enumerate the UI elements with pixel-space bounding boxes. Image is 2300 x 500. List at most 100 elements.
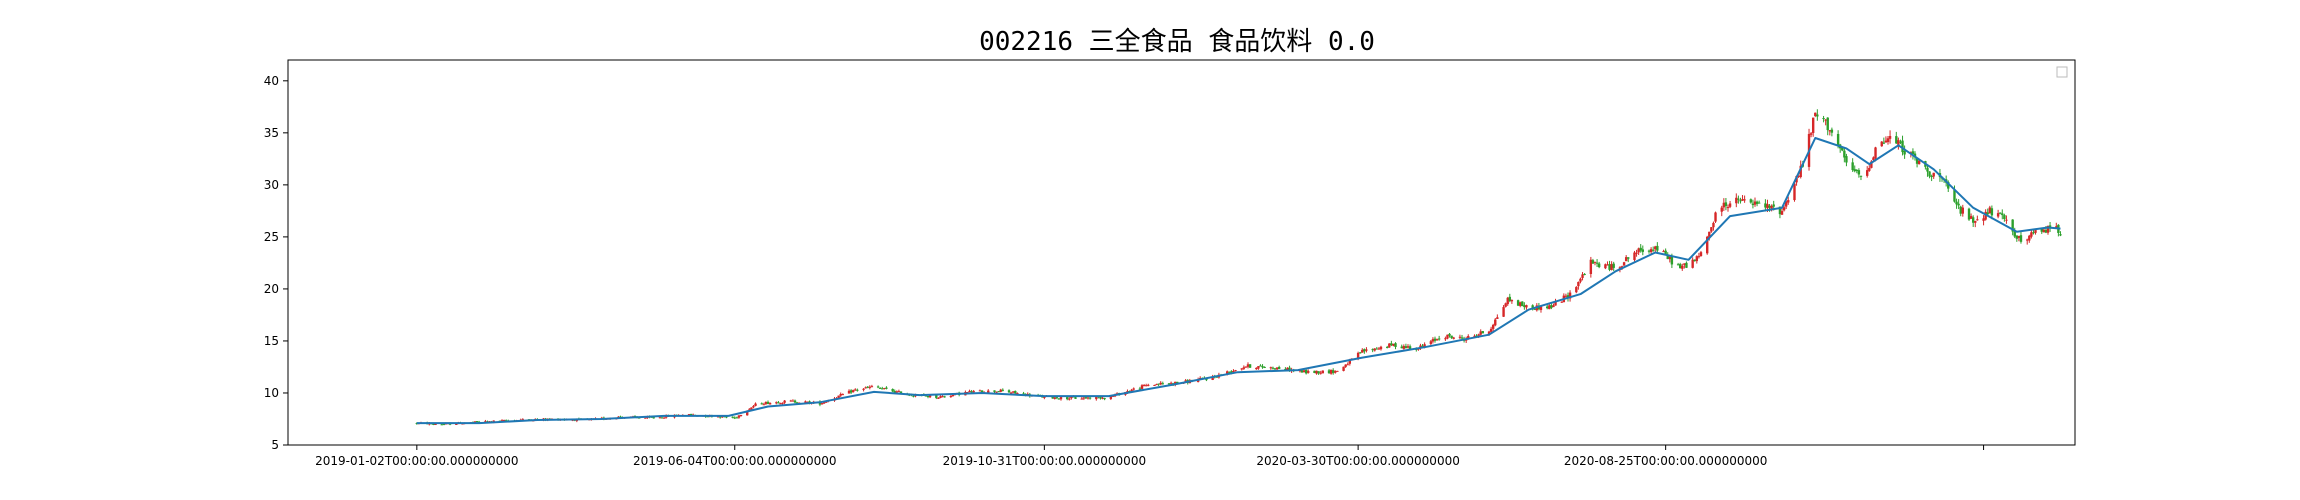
- candle-body: [841, 394, 845, 396]
- candle-body: [995, 391, 998, 393]
- candle-body: [1140, 385, 1144, 389]
- candle-body: [739, 415, 743, 417]
- candle-body: [1402, 346, 1406, 349]
- plot-area: 5 10 15 20 25 30 35 40 2019-01-02T00:00:00.0000…: [264, 59, 2076, 468]
- candle-body: [1624, 257, 1628, 262]
- candle-body: [1167, 383, 1171, 385]
- candle-body: [1487, 331, 1491, 334]
- candle-body: [1772, 204, 1775, 207]
- candle-body: [475, 421, 479, 423]
- candle-body: [1722, 202, 1726, 208]
- candle-body: [1392, 343, 1395, 346]
- candle-body: [779, 403, 782, 405]
- candle-body: [752, 406, 755, 408]
- candle-body: [1851, 162, 1854, 171]
- candle-body: [689, 413, 693, 416]
- candle-body: [1053, 397, 1056, 399]
- candle-body: [762, 404, 766, 406]
- candle-body: [1271, 367, 1275, 369]
- candle-body: [1633, 252, 1636, 260]
- axes-frame: [287, 59, 2076, 446]
- candle-body: [1446, 334, 1449, 339]
- candle-body: [1232, 370, 1235, 372]
- candle-body: [1797, 175, 1800, 177]
- candle-body: [1467, 336, 1470, 339]
- candle-body: [434, 424, 437, 426]
- candle-body: [1668, 256, 1672, 260]
- candle-body: [1868, 167, 1871, 171]
- candle-body: [1307, 371, 1310, 373]
- candle-body: [1277, 367, 1281, 369]
- candle-body: [1710, 227, 1713, 232]
- candle-body: [1593, 261, 1597, 263]
- y-tick-label: 40: [264, 74, 279, 88]
- candle-body: [1670, 256, 1674, 265]
- candle-body: [1550, 305, 1553, 308]
- candle-body: [1331, 370, 1335, 373]
- candle-body: [1228, 371, 1231, 373]
- candle-body: [1263, 366, 1266, 368]
- candle-body: [926, 395, 930, 397]
- candle-body: [1066, 397, 1069, 400]
- candle-body: [1841, 147, 1844, 151]
- candle-body: [1531, 305, 1534, 309]
- candle-body: [2003, 215, 2006, 219]
- candle-body: [1406, 346, 1410, 348]
- candle-body: [822, 402, 826, 404]
- candle-body: [1606, 264, 1609, 266]
- candle-body: [1548, 305, 1551, 310]
- candle-body: [750, 407, 753, 410]
- candle-body: [937, 397, 940, 399]
- candle-body: [893, 391, 896, 393]
- candle-body: [1726, 207, 1730, 209]
- candle-body: [999, 389, 1002, 392]
- candle-body: [1211, 376, 1214, 380]
- moving-average-line: [416, 137, 2061, 425]
- candle-body: [1886, 138, 1890, 142]
- candle-body: [1153, 384, 1156, 386]
- candle-body: [766, 401, 770, 404]
- candle-body: [1011, 391, 1015, 393]
- candle-body: [1947, 181, 1950, 189]
- candle-body: [1327, 370, 1331, 374]
- candles-layer: [415, 109, 2062, 426]
- candle-body: [1735, 197, 1738, 204]
- candle-body: [1953, 190, 1956, 202]
- candle-body: [1321, 370, 1324, 374]
- x-tick-label: 2019-01-02T00:00:00.000000000: [315, 454, 519, 468]
- candle-body: [1246, 364, 1250, 367]
- candle-body: [1828, 130, 1832, 132]
- candle-body: [851, 390, 855, 393]
- candle-body: [1304, 369, 1308, 374]
- candle-body: [725, 416, 728, 418]
- candle-body: [1720, 207, 1723, 212]
- candle-body: [793, 400, 797, 403]
- candle-body: [1915, 158, 1919, 164]
- candle-body: [1581, 274, 1584, 278]
- candle-body: [1639, 247, 1642, 251]
- candle-body: [849, 390, 853, 393]
- candle-body: [1566, 295, 1570, 299]
- candle-body: [1695, 256, 1699, 262]
- candle-body: [1649, 249, 1653, 253]
- candle-body: [1787, 200, 1790, 203]
- candle-body: [1176, 381, 1179, 384]
- candle-body: [1714, 212, 1717, 222]
- candle-body: [754, 403, 757, 406]
- candle-body: [1014, 390, 1017, 394]
- candle-body: [885, 387, 888, 389]
- candle-body: [1552, 305, 1555, 308]
- candle-body: [1662, 251, 1665, 253]
- candle-body: [1974, 221, 1977, 223]
- candle-body: [1022, 393, 1025, 395]
- candle-body: [876, 386, 880, 388]
- candle-body: [924, 395, 928, 397]
- candle-body: [1481, 331, 1484, 334]
- candle-body: [1257, 366, 1260, 369]
- y-axis: 5 10 15 20 25 30 35 40: [264, 74, 288, 452]
- candle-body: [1627, 257, 1630, 259]
- candle-body: [1533, 308, 1536, 310]
- candle-body: [1103, 398, 1106, 400]
- candle-body: [1147, 384, 1150, 386]
- candle-body: [1741, 199, 1744, 201]
